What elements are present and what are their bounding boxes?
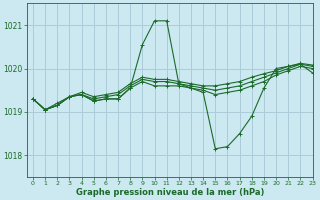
X-axis label: Graphe pression niveau de la mer (hPa): Graphe pression niveau de la mer (hPa) <box>76 188 264 197</box>
